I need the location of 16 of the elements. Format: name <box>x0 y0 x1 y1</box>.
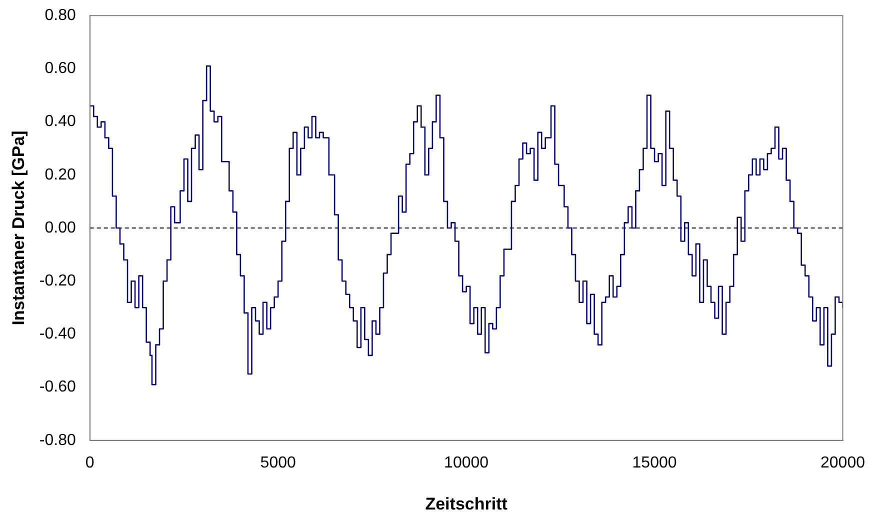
y-tick-label: 0.00 <box>44 219 76 236</box>
x-tick-label: 15000 <box>632 454 677 472</box>
y-tick-label: -0.80 <box>39 432 76 449</box>
y-tick-label: 0.40 <box>44 113 76 130</box>
y-axis-title: Instantaner Druck [GPa] <box>8 130 28 326</box>
x-axis-title: Zeitschritt <box>425 494 508 514</box>
x-tick-label: 5000 <box>260 454 296 472</box>
x-tick-label: 20000 <box>820 454 866 472</box>
y-tick-label: -0.20 <box>39 272 76 290</box>
y-tick-label: -0.40 <box>39 326 76 343</box>
y-tick-label: -0.60 <box>39 378 76 396</box>
y-tick-label: 0.20 <box>44 166 76 184</box>
x-tick-label: 0 <box>85 454 94 472</box>
x-tick-label: 10000 <box>444 454 489 472</box>
y-tick-label: 0.60 <box>44 60 76 78</box>
y-tick-label: 0.80 <box>44 7 76 24</box>
